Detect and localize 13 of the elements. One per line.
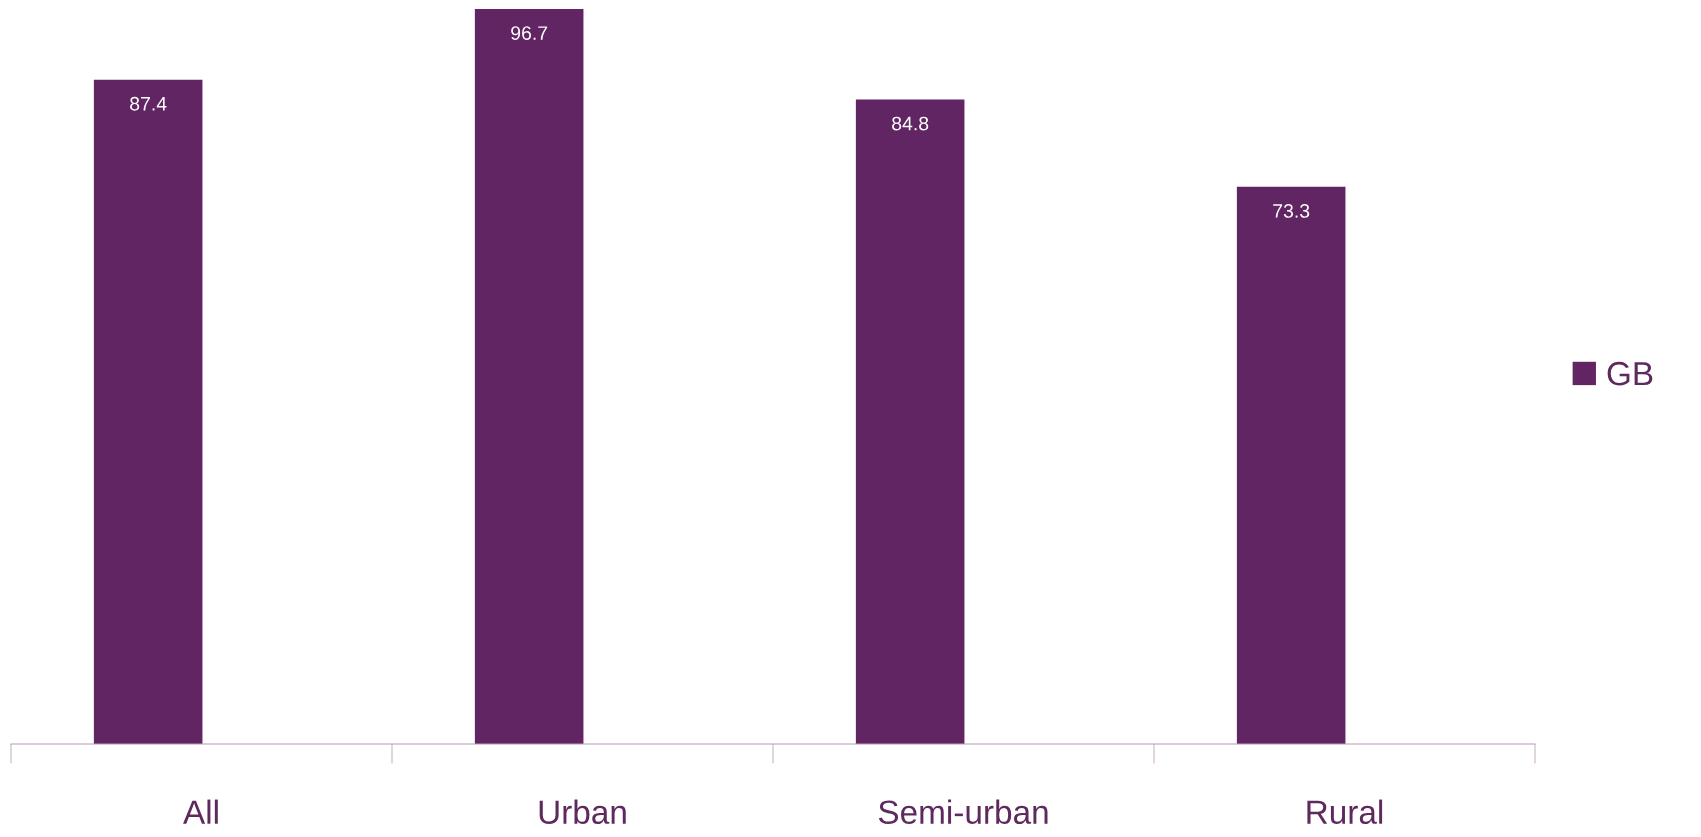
data-label: 87.4 (130, 96, 167, 111)
bar (474, 9, 584, 744)
bar (1236, 186, 1346, 744)
x-tick-label: Rural (1307, 799, 1383, 825)
legend-label: GB (1607, 361, 1653, 386)
data-label: 96.7 (511, 26, 548, 40)
data-label: 84.8 (892, 116, 929, 131)
x-tick-label: Urban (539, 799, 626, 825)
bar (855, 99, 965, 744)
x-tick-label: All (183, 799, 218, 824)
bar (93, 79, 203, 744)
data-label: 73.3 (1273, 204, 1310, 218)
x-tick-label: Semi-urban (878, 799, 1048, 825)
